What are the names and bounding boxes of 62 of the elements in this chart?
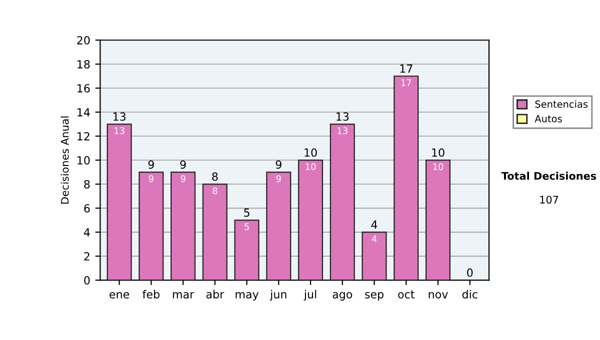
x-tick-label: feb xyxy=(142,290,160,298)
y-tick-label: 12 xyxy=(78,132,90,140)
bar xyxy=(106,124,132,280)
data-label: 5 xyxy=(244,223,249,230)
legend-label: Sentencias xyxy=(535,100,588,108)
x-tick-label: jun xyxy=(270,290,286,301)
y-tick-label: 4 xyxy=(84,228,90,236)
y-axis-title: Decisiones Anual xyxy=(60,116,69,204)
total-label: 13 xyxy=(336,112,349,121)
data-label: 10 xyxy=(433,163,444,170)
legend-label: Autos xyxy=(534,115,562,122)
data-label: 8 xyxy=(212,187,218,194)
bar xyxy=(394,76,419,280)
total-label: 9 xyxy=(276,160,282,169)
x-tick-label: abr xyxy=(206,290,224,298)
y-tick-label: 10 xyxy=(78,156,90,165)
x-tick-label: sep xyxy=(365,292,384,301)
y-tick-label: 14 xyxy=(78,108,90,116)
x-tick-label: ene xyxy=(110,292,130,298)
bar xyxy=(298,160,324,280)
y-tick-label: 8 xyxy=(84,180,90,189)
data-label: 9 xyxy=(276,175,281,182)
data-label: 17 xyxy=(401,79,412,86)
data-label: 13 xyxy=(338,127,348,134)
bar xyxy=(234,220,260,280)
x-tick-label: jul xyxy=(304,290,316,301)
total-label: 9 xyxy=(148,160,154,169)
data-label: 10 xyxy=(306,163,316,170)
bar xyxy=(202,184,228,280)
x-tick-label: mar xyxy=(172,292,194,298)
x-tick-label: oct xyxy=(398,290,415,298)
data-label: 9 xyxy=(148,175,154,182)
total-label: 4 xyxy=(371,220,378,229)
text: 107 xyxy=(540,196,558,204)
data-label: 13 xyxy=(114,127,124,134)
data-label: 9 xyxy=(180,175,186,182)
total-label: 9 xyxy=(180,160,186,169)
total-label: 10 xyxy=(432,148,444,157)
total-label: 10 xyxy=(304,148,317,157)
x-tick-label: ago xyxy=(332,292,352,301)
bar xyxy=(266,172,292,280)
total-label: 0 xyxy=(467,268,473,277)
total-label: 5 xyxy=(244,208,250,217)
bar xyxy=(362,232,387,280)
total-label: 13 xyxy=(113,112,126,121)
x-tick-label: dic xyxy=(462,290,478,298)
y-tick-label: 16 xyxy=(78,84,90,93)
bar xyxy=(426,160,451,280)
x-tick-label: may xyxy=(236,292,259,301)
y-tick-label: 6 xyxy=(84,204,90,213)
data-label: 4 xyxy=(372,235,377,242)
y-tick-label: 18 xyxy=(78,60,90,69)
x-tick-label: nov xyxy=(428,292,448,298)
total-label: 17 xyxy=(400,64,412,73)
y-tick-label: 20 xyxy=(77,36,90,44)
total-label: 8 xyxy=(212,172,218,181)
bar xyxy=(330,124,355,280)
text: Total Decisiones xyxy=(501,172,596,180)
bar xyxy=(170,172,196,280)
bar xyxy=(138,172,164,280)
y-tick-label: 2 xyxy=(84,252,90,260)
y-tick-label: 0 xyxy=(84,276,90,285)
